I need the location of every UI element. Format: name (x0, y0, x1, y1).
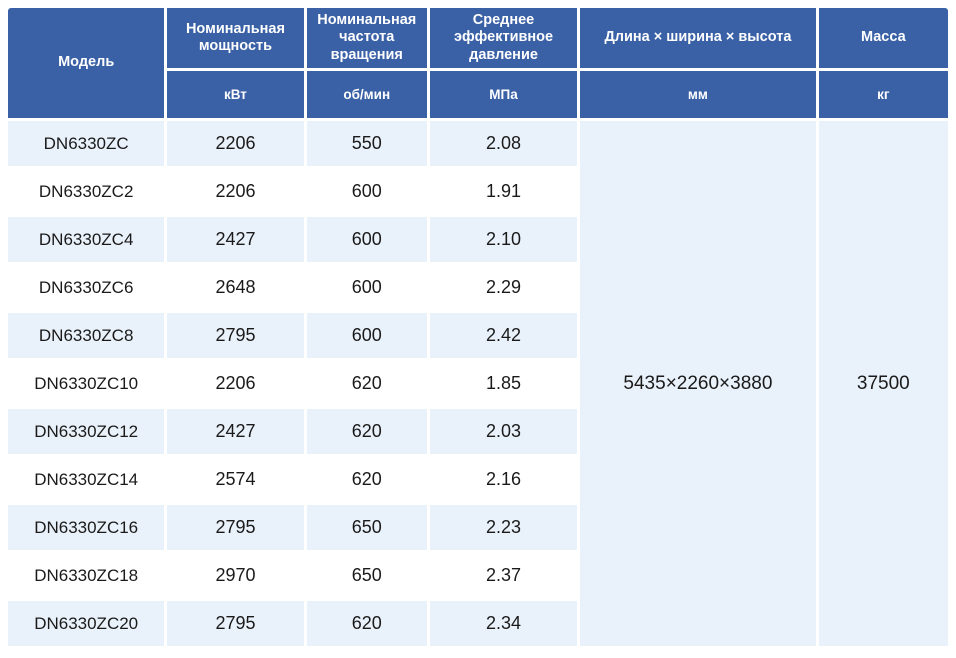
speed-cell: 650 (306, 553, 427, 598)
col-header-speed: Номинальная частота вращения (306, 8, 427, 68)
speed-cell: 650 (306, 505, 427, 550)
col-unit-pressure: МПа (429, 71, 578, 118)
col-header-pressure: Среднее эффективное давление (429, 8, 578, 68)
speed-cell: 600 (306, 217, 427, 262)
table-row: DN6330ZC6 2648 600 2.29 (8, 265, 948, 310)
speed-cell: 600 (306, 169, 427, 214)
pressure-cell: 2.23 (429, 505, 578, 550)
pressure-cell: 2.34 (429, 601, 578, 646)
table-row: DN6330ZC4 2427 600 2.10 (8, 217, 948, 262)
col-unit-mass: кг (818, 71, 948, 118)
speed-cell: 550 (306, 121, 427, 166)
model-cell: DN6330ZC16 (8, 505, 165, 550)
pressure-cell: 2.08 (429, 121, 578, 166)
power-cell: 2206 (167, 121, 304, 166)
table-row: DN6330ZC8 2795 600 2.42 (8, 313, 948, 358)
header-unit-row: кВт об/мин МПа мм кг (8, 71, 948, 118)
model-cell: DN6330ZC8 (8, 313, 165, 358)
pressure-cell: 2.16 (429, 457, 578, 502)
model-cell: DN6330ZC (8, 121, 165, 166)
pressure-cell: 2.29 (429, 265, 578, 310)
table-row: DN6330ZC10 2206 620 1.85 (8, 361, 948, 406)
header-title-row: Модель Номинальная мощность Номинальная … (8, 8, 948, 118)
speed-cell: 620 (306, 457, 427, 502)
model-cell: DN6330ZC18 (8, 553, 165, 598)
model-cell: DN6330ZC4 (8, 217, 165, 262)
pressure-cell: 2.42 (429, 313, 578, 358)
col-header-power: Номинальная мощность (167, 8, 304, 68)
table-row: DN6330ZC18 2970 650 2.37 (8, 553, 948, 598)
power-cell: 2795 (167, 505, 304, 550)
table-row: DN6330ZC12 2427 620 2.03 (8, 409, 948, 454)
pressure-cell: 2.37 (429, 553, 578, 598)
col-header-mass: Масса (818, 8, 948, 68)
model-cell: DN6330ZC12 (8, 409, 165, 454)
table-row: DN6330ZC20 2795 620 2.34 (8, 601, 948, 646)
power-cell: 2795 (167, 601, 304, 646)
power-cell: 2648 (167, 265, 304, 310)
table-row: DN6330ZC 2206 550 2.08 5435×2260×3880 37500 (8, 121, 948, 646)
col-header-model: Модель (8, 8, 165, 118)
model-cell: DN6330ZC6 (8, 265, 165, 310)
dimensions-cell: 5435×2260×3880 (580, 121, 816, 646)
speed-cell: 620 (306, 601, 427, 646)
power-cell: 2427 (167, 217, 304, 262)
table-row: DN6330ZC16 2795 650 2.23 (8, 505, 948, 550)
col-unit-power: кВт (167, 71, 304, 118)
model-cell: DN6330ZC14 (8, 457, 165, 502)
col-unit-dimensions: мм (580, 71, 816, 118)
power-cell: 2206 (167, 361, 304, 406)
mass-cell: 37500 (818, 121, 948, 646)
col-unit-speed: об/мин (306, 71, 427, 118)
power-cell: 2970 (167, 553, 304, 598)
table-row: DN6330ZC2 2206 600 1.91 (8, 169, 948, 214)
pressure-cell: 1.91 (429, 169, 578, 214)
model-cell: DN6330ZC20 (8, 601, 165, 646)
speed-cell: 600 (306, 265, 427, 310)
power-cell: 2206 (167, 169, 304, 214)
model-cell: DN6330ZC10 (8, 361, 165, 406)
pressure-cell: 1.85 (429, 361, 578, 406)
speed-cell: 620 (306, 409, 427, 454)
power-cell: 2795 (167, 313, 304, 358)
table-row: DN6330ZC14 2574 620 2.16 (8, 457, 948, 502)
speed-cell: 600 (306, 313, 427, 358)
model-cell: DN6330ZC2 (8, 169, 165, 214)
pressure-cell: 2.03 (429, 409, 578, 454)
pressure-cell: 2.10 (429, 217, 578, 262)
col-header-dimensions: Длина × ширина × высота (580, 8, 816, 68)
speed-cell: 620 (306, 361, 427, 406)
engine-specs-table: Модель Номинальная мощность Номинальная … (5, 5, 951, 649)
power-cell: 2427 (167, 409, 304, 454)
power-cell: 2574 (167, 457, 304, 502)
